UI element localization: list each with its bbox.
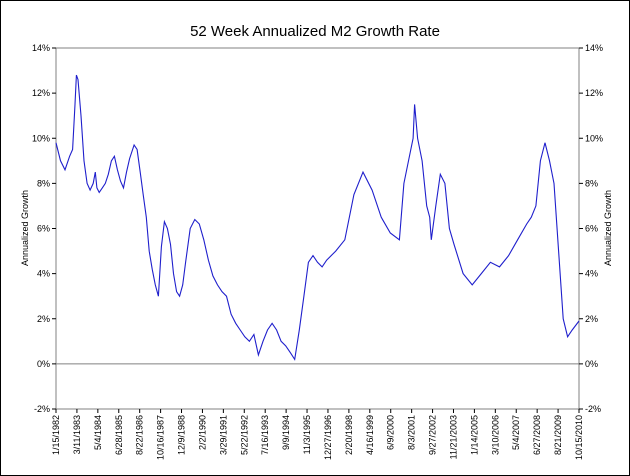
y-axis-title-left: Annualized Growth bbox=[20, 190, 30, 266]
y-axis-left: -2% 0% 2% 4% 6% 8% 10% 12% 14% bbox=[32, 43, 56, 414]
y-tick-label-right: 6% bbox=[585, 224, 598, 234]
y-tick-label-left: 12% bbox=[32, 88, 50, 98]
y-tick-label-right: 8% bbox=[585, 178, 598, 188]
y-tick-label-left: 6% bbox=[37, 224, 50, 234]
x-tick-label: 8/3/2001 bbox=[407, 415, 417, 450]
x-tick-label: 2/20/1998 bbox=[344, 415, 354, 455]
y-tick-label-left: 10% bbox=[32, 133, 50, 143]
x-tick-label: 6/28/1985 bbox=[114, 415, 124, 455]
y-tick-label-right: 10% bbox=[585, 133, 603, 143]
series-line bbox=[55, 74, 580, 361]
x-tick-label: 3/10/2006 bbox=[490, 415, 500, 455]
y-tick-label-left: 4% bbox=[37, 269, 50, 279]
x-tick-label: 4/16/1999 bbox=[365, 415, 375, 455]
y-tick-label-left: 8% bbox=[37, 178, 50, 188]
x-tick-label: 8/21/2009 bbox=[553, 415, 563, 455]
x-tick-label: 11/21/2003 bbox=[448, 415, 458, 459]
y-tick-label-left: 0% bbox=[37, 359, 50, 369]
y-tick-label-right: 0% bbox=[585, 359, 598, 369]
x-tick-label: 3/29/1991 bbox=[218, 415, 228, 455]
x-tick-label: 1/14/2005 bbox=[469, 415, 479, 455]
x-axis: 1/15/1982 3/11/1983 5/4/1984 6/28/1985 8/22/… bbox=[51, 409, 584, 460]
x-tick-label: 9/27/2002 bbox=[428, 415, 438, 455]
plot-area bbox=[55, 47, 580, 410]
y-tick-label-left: -2% bbox=[34, 404, 50, 414]
x-tick-label: 6/27/2008 bbox=[532, 415, 542, 455]
x-tick-label: 12/9/1988 bbox=[177, 415, 187, 455]
x-tick-label: 1/15/1982 bbox=[51, 415, 61, 455]
x-tick-label: 5/4/1984 bbox=[93, 415, 103, 450]
x-tick-label: 5/4/2007 bbox=[511, 415, 521, 450]
x-tick-label: 6/9/2000 bbox=[386, 415, 396, 450]
y-tick-label-right: 14% bbox=[585, 43, 603, 53]
y-tick-label-right: -2% bbox=[585, 404, 601, 414]
x-tick-label: 5/22/1992 bbox=[239, 415, 249, 455]
x-tick-label: 10/16/1987 bbox=[156, 415, 166, 460]
chart-title: 52 Week Annualized M2 Growth Rate bbox=[190, 23, 440, 40]
y-tick-label-right: 4% bbox=[585, 269, 598, 279]
x-tick-label: 3/11/1983 bbox=[72, 415, 82, 454]
y-tick-label-right: 12% bbox=[585, 88, 603, 98]
y-tick-label-right: 2% bbox=[585, 314, 598, 324]
x-tick-label: 11/3/1995 bbox=[302, 415, 312, 454]
x-tick-label: 10/15/2010 bbox=[574, 415, 584, 460]
x-tick-label: 7/16/1993 bbox=[260, 415, 270, 455]
x-tick-label: 8/22/1986 bbox=[135, 415, 145, 455]
x-tick-label: 12/27/1996 bbox=[323, 415, 333, 460]
x-tick-label: 2/2/1990 bbox=[197, 415, 207, 450]
y-axis-right: -2% 0% 2% 4% 6% 8% 10% 12% 14% bbox=[579, 43, 603, 414]
y-axis-title-right: Annualized Growth bbox=[603, 190, 613, 266]
y-tick-label-left: 14% bbox=[32, 43, 50, 53]
x-tick-label: 9/9/1994 bbox=[281, 415, 291, 450]
y-tick-label-left: 2% bbox=[37, 314, 50, 324]
